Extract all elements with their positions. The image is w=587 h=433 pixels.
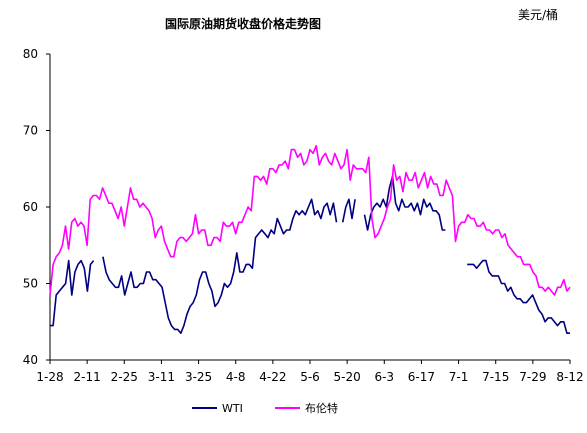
x-tick-label: 6-3 xyxy=(374,370,394,384)
x-tick-label: 2-25 xyxy=(111,370,138,384)
chart-title: 国际原油期货收盘价格走势图 xyxy=(165,16,321,31)
y-axis: 40 50 60 70 80 xyxy=(23,47,51,367)
series-line-brent xyxy=(49,145,571,296)
y-tick-label: 60 xyxy=(23,200,38,214)
x-tick-label: 2-11 xyxy=(74,370,101,384)
x-tick-label: 4-22 xyxy=(259,370,286,384)
legend-label-brent: 布伦特 xyxy=(305,401,338,415)
x-tick-label: 5-20 xyxy=(334,370,361,384)
y-tick-label: 70 xyxy=(23,124,38,138)
x-tick-label: 1-28 xyxy=(36,370,63,384)
y-tick-label: 40 xyxy=(23,353,38,367)
x-tick-label: 3-11 xyxy=(148,370,175,384)
x-axis: 1-28 2-11 2-25 3-11 3-25 4-8 4-22 5-6 5-20 6-3 6-1… xyxy=(36,359,584,384)
x-tick-label: 7-1 xyxy=(449,370,469,384)
y-tick-label: 80 xyxy=(23,47,38,61)
x-tick-label: 6-17 xyxy=(408,370,435,384)
series-layer xyxy=(49,145,571,334)
x-tick-label: 7-29 xyxy=(519,370,546,384)
x-tick-label: 5-6 xyxy=(300,370,320,384)
series-line-wti xyxy=(50,175,570,334)
legend: WTI 布伦特 xyxy=(192,401,338,415)
unit-label: 美元/桶 xyxy=(518,7,558,22)
y-tick-label: 50 xyxy=(23,277,38,291)
x-tick-label: 7-15 xyxy=(482,370,509,384)
x-tick-label: 4-8 xyxy=(226,370,246,384)
x-tick-label: 8-12 xyxy=(556,370,583,384)
x-tick-label: 3-25 xyxy=(185,370,212,384)
legend-label-wti: WTI xyxy=(222,402,243,415)
